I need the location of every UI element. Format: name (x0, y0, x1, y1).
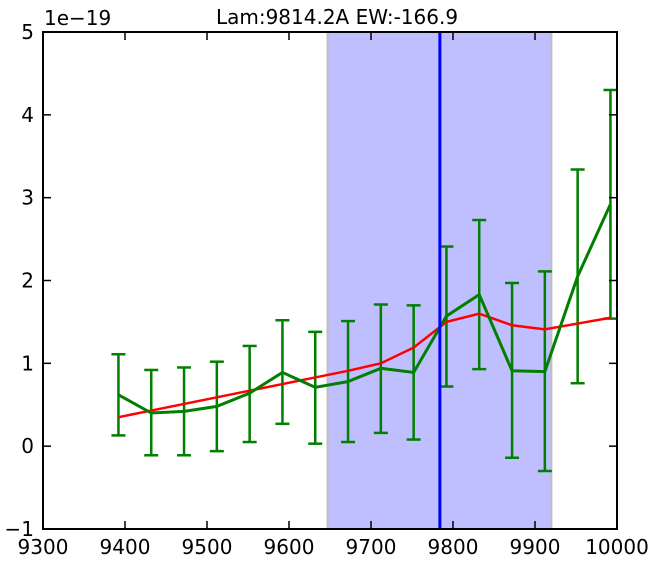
y-tick-labels: −1 0 1 2 3 4 5 (5, 20, 34, 541)
axis-ticks (42, 31, 618, 530)
y-tick-label: 0 (21, 434, 34, 458)
x-tick-label: 9400 (100, 535, 151, 559)
x-tick-label: 10000 (585, 535, 649, 559)
y-tick-label: 3 (21, 186, 34, 210)
model-line (118, 312, 611, 419)
y-tick-label: 5 (21, 20, 34, 44)
plot-area (111, 31, 618, 530)
y-offset-text: 1e−19 (44, 6, 111, 30)
chart-title: Lam:9814.2A EW:-166.9 (216, 5, 458, 29)
data-line (117, 203, 612, 415)
y-tick-label: 4 (21, 103, 34, 127)
y-tick-label: −1 (5, 517, 34, 541)
x-tick-label: 9700 (346, 535, 397, 559)
x-tick-label: 9300 (18, 535, 69, 559)
x-tick-label: 9600 (264, 535, 315, 559)
y-tick-label: 2 (21, 269, 34, 293)
x-tick-label: 9900 (510, 535, 561, 559)
x-tick-label: 9800 (428, 535, 479, 559)
x-tick-label: 9500 (182, 535, 233, 559)
x-tick-labels: 9300 9400 9500 9600 9700 9800 9900 10000 (18, 535, 649, 559)
y-tick-label: 1 (21, 351, 34, 375)
